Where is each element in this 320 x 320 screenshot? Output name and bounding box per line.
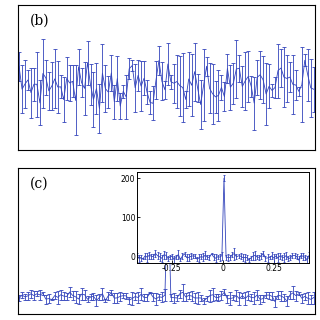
Text: (c): (c) xyxy=(29,177,48,191)
Text: (b): (b) xyxy=(29,13,49,28)
